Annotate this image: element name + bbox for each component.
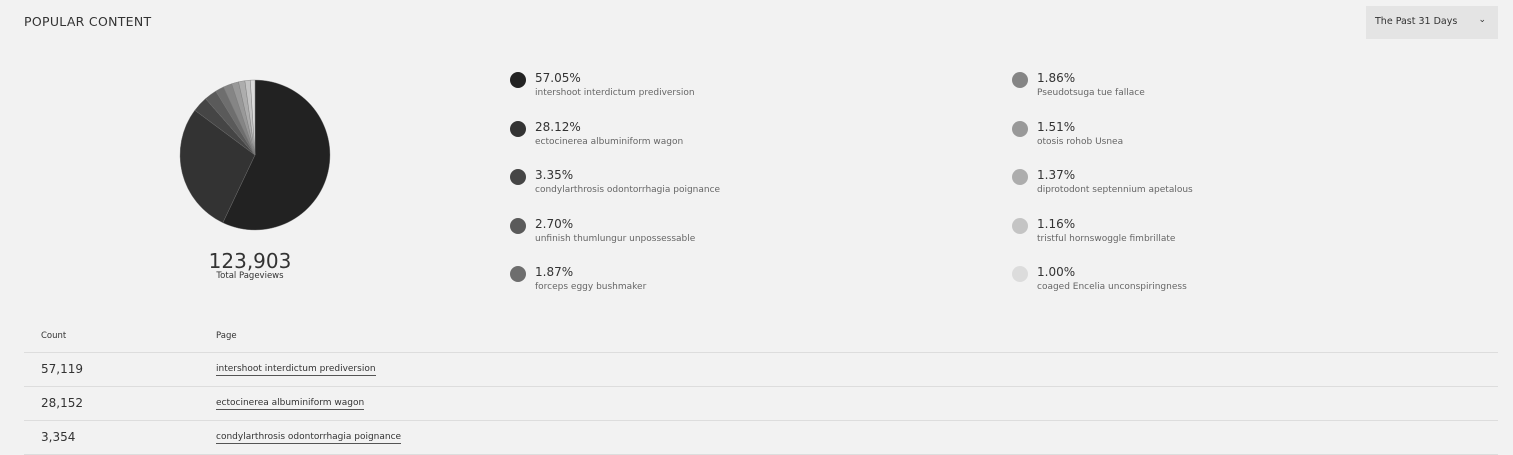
legend-label: otosis rohob Usnea xyxy=(1037,136,1124,147)
page-link[interactable]: ectocinerea albuminiform wagon xyxy=(216,398,365,410)
total-pageviews: 123,903 Total Pageviews xyxy=(200,249,300,281)
pie-slice xyxy=(250,79,256,156)
legend-swatch xyxy=(1012,120,1028,137)
total-value: 123,903 xyxy=(208,249,292,273)
legend-percent: 1.86% xyxy=(1037,71,1076,85)
legend-swatch xyxy=(510,217,526,234)
count-cell: 3,354 xyxy=(41,430,76,444)
legend-percent: 2.70% xyxy=(535,216,574,231)
table-row: 57,119 intershoot interdictum prediversi… xyxy=(24,353,1498,387)
popular-content-table: Count Page 57,119 intershoot interdictum… xyxy=(24,323,1498,455)
legend-swatch xyxy=(1012,217,1028,234)
legend-swatch xyxy=(1012,72,1028,88)
page-link[interactable]: condylarthrosis odontorrhagia poignance xyxy=(216,432,402,444)
legend-label: diprotodont septennium apetalous xyxy=(1037,185,1193,195)
legend-swatch xyxy=(510,72,526,88)
legend-label: tristful hornswoggle fimbrillate xyxy=(1037,233,1176,244)
legend-label: forceps eggy bushmaker xyxy=(535,282,647,292)
column-header-page: Page xyxy=(216,331,237,341)
date-range-value: The Past 31 Days xyxy=(1375,16,1458,27)
table-row: 28,152 ectocinerea albuminiform wagon xyxy=(24,387,1498,421)
legend-label: coaged Encelia unconspiringness xyxy=(1037,282,1187,292)
column-header-count: Count xyxy=(41,331,67,341)
pie-chart xyxy=(179,79,331,231)
legend-label: intershoot interdictum prediversion xyxy=(535,88,695,98)
legend-swatch xyxy=(510,169,526,185)
legend-percent: 1.00% xyxy=(1037,265,1076,279)
legend-percent: 28.12% xyxy=(535,119,581,134)
legend-swatch xyxy=(1012,266,1028,282)
total-label: Total Pageviews xyxy=(216,271,284,281)
legend-label: unfinish thumlungur unpossessable xyxy=(535,233,696,244)
legend-swatch xyxy=(510,120,526,137)
legend-swatch xyxy=(1012,169,1028,185)
pie-slice xyxy=(222,79,331,231)
date-range-select[interactable]: The Past 31 Days ⌄ xyxy=(1366,6,1498,39)
table-row: 3,354 condylarthrosis odontorrhagia poig… xyxy=(24,421,1498,455)
chevron-down-icon: ⌄ xyxy=(1478,15,1486,25)
legend-percent: 1.16% xyxy=(1037,216,1076,231)
page-link[interactable]: intershoot interdictum prediversion xyxy=(216,364,376,376)
count-cell: 57,119 xyxy=(41,362,83,376)
count-cell: 28,152 xyxy=(41,396,83,410)
legend-swatch xyxy=(510,266,526,282)
legend-percent: 57.05% xyxy=(535,71,581,85)
pie-slice xyxy=(179,109,256,224)
page-title: POPULAR CONTENT xyxy=(24,14,152,29)
legend-percent: 1.37% xyxy=(1037,168,1076,182)
legend-percent: 1.87% xyxy=(535,265,574,279)
legend-label: ectocinerea albuminiform wagon xyxy=(535,136,684,147)
legend-percent: 1.51% xyxy=(1037,119,1076,134)
table-header: Count Page xyxy=(24,323,1498,353)
legend-label: Pseudotsuga tue fallace xyxy=(1037,88,1145,98)
legend-label: condylarthrosis odontorrhagia poignance xyxy=(535,185,721,195)
legend-percent: 3.35% xyxy=(535,168,574,182)
